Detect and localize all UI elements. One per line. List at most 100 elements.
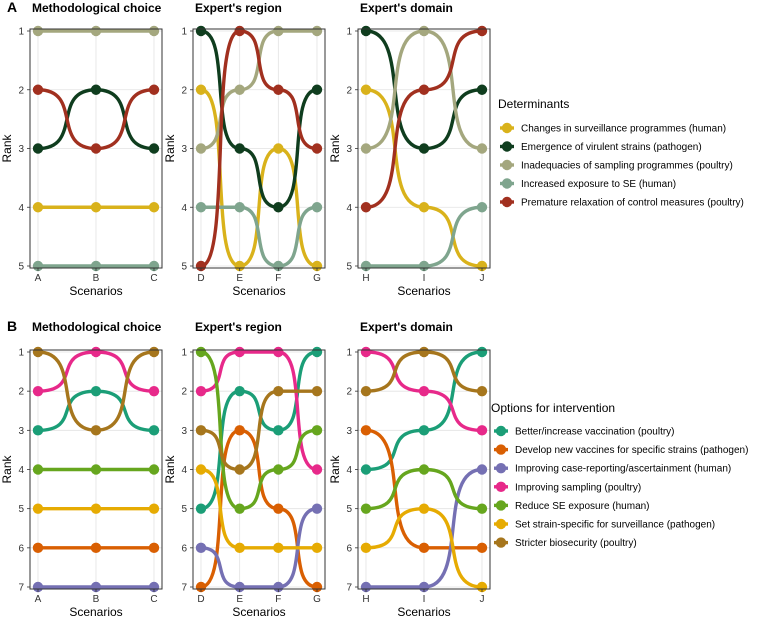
series-point [418, 385, 430, 397]
panel-4: 1 2 3 4 5 6 7A B C Scenarios Rank Methodological ch… [0, 318, 163, 619]
series-point [195, 385, 207, 397]
legend-entry-label: Changes in surveillance programmes (huma… [521, 124, 726, 135]
y-tick-label: 2 [346, 85, 352, 96]
x-tick-label: D [197, 594, 204, 605]
legend-key-point [501, 122, 513, 134]
x-axis-label: Scenarios [232, 605, 285, 619]
series-point [360, 143, 372, 154]
series-point [273, 581, 284, 593]
series-point [311, 346, 323, 358]
series-point [234, 464, 245, 475]
series-line [199, 205, 319, 268]
y-tick-label: 2 [181, 85, 187, 96]
y-tick-label: 3 [18, 426, 24, 437]
x-tick-label: A [35, 273, 42, 284]
series-point [234, 385, 245, 397]
series-line [199, 506, 319, 589]
series-point [90, 464, 102, 475]
series-point [476, 425, 488, 436]
series-point [195, 346, 207, 358]
series-point [32, 84, 44, 95]
legend-entry-label: Inadequacies of sampling programmes (pou… [521, 161, 733, 172]
legend-entry-label: Develop new vaccines for specific strain… [515, 445, 748, 456]
series-point [476, 346, 488, 358]
series-point [148, 503, 160, 514]
y-tick-label: 3 [346, 144, 352, 155]
y-tick-label: 5 [346, 504, 352, 515]
y-tick-label: 1 [18, 27, 24, 38]
series-point [234, 503, 245, 514]
y-tick-label: 3 [181, 426, 187, 437]
series-point [476, 84, 488, 95]
series-point [148, 202, 160, 213]
y-tick-label: 7 [181, 583, 187, 594]
series-point [273, 84, 284, 95]
y-tick-label: 1 [18, 348, 24, 359]
series-point [148, 346, 160, 358]
x-tick-label: D [197, 273, 204, 284]
legend-interventions: Options for intervention Better/increase … [491, 401, 748, 549]
series-point [273, 346, 284, 358]
series-point [148, 464, 160, 475]
y-axis-label: Rank [328, 133, 342, 162]
x-axis-label: Scenarios [232, 284, 285, 298]
legend-entry-label: Better/increase vaccination (poultry) [515, 427, 675, 438]
series-point [234, 84, 245, 95]
x-tick-label: I [423, 273, 426, 284]
series-point [273, 143, 284, 154]
series-point [311, 464, 323, 475]
y-axis-label: Rank [163, 454, 177, 483]
series-point [476, 25, 488, 37]
x-tick-label: J [480, 273, 485, 284]
series-point [195, 84, 207, 95]
legend-title: Determinants [498, 97, 569, 111]
series-point [32, 464, 44, 475]
series-point [273, 260, 284, 272]
y-tick-label: 1 [346, 348, 352, 359]
series-point [273, 425, 284, 436]
x-tick-label: J [480, 594, 485, 605]
series-point [311, 143, 323, 154]
series-line [199, 350, 319, 511]
series-point [360, 385, 372, 397]
series-point [476, 503, 488, 514]
y-tick-label: 2 [18, 85, 24, 96]
series-point [234, 202, 245, 213]
series-point [32, 260, 44, 272]
series-point [90, 84, 102, 95]
series-point [273, 464, 284, 475]
series-point [273, 542, 284, 554]
y-tick-label: 6 [18, 543, 24, 554]
series-point [148, 385, 160, 397]
y-tick-label: 4 [18, 465, 24, 476]
series-point [148, 542, 160, 554]
series-point [32, 25, 44, 37]
series-point [195, 202, 207, 213]
series-point [311, 84, 323, 95]
x-tick-label: G [313, 273, 321, 284]
x-tick-label: B [93, 594, 100, 605]
series-point [273, 503, 284, 514]
series-line [199, 29, 319, 209]
y-tick-label: 6 [346, 543, 352, 554]
series-point [148, 425, 160, 436]
panel-2: 1 2 3 4 5D E F G Scenarios Rank Expert's region [163, 1, 326, 298]
series-point [360, 25, 372, 37]
series-point [418, 84, 430, 95]
series-point [90, 143, 102, 154]
series-point [360, 202, 372, 213]
series-point [234, 25, 245, 37]
series-point [418, 25, 430, 37]
x-axis-label: Scenarios [397, 284, 450, 298]
panel-3: 1 2 3 4 5H I J Scenarios Rank Expert's domain [328, 1, 491, 298]
panel-letter: A [7, 0, 17, 15]
y-axis-label: Rank [163, 133, 177, 162]
series-point [360, 542, 372, 554]
series-point [311, 581, 323, 593]
y-tick-label: 3 [18, 144, 24, 155]
series-point [148, 143, 160, 154]
x-axis-label: Scenarios [69, 605, 122, 619]
series-point [195, 25, 207, 37]
panel-title: Expert's domain [360, 1, 453, 15]
